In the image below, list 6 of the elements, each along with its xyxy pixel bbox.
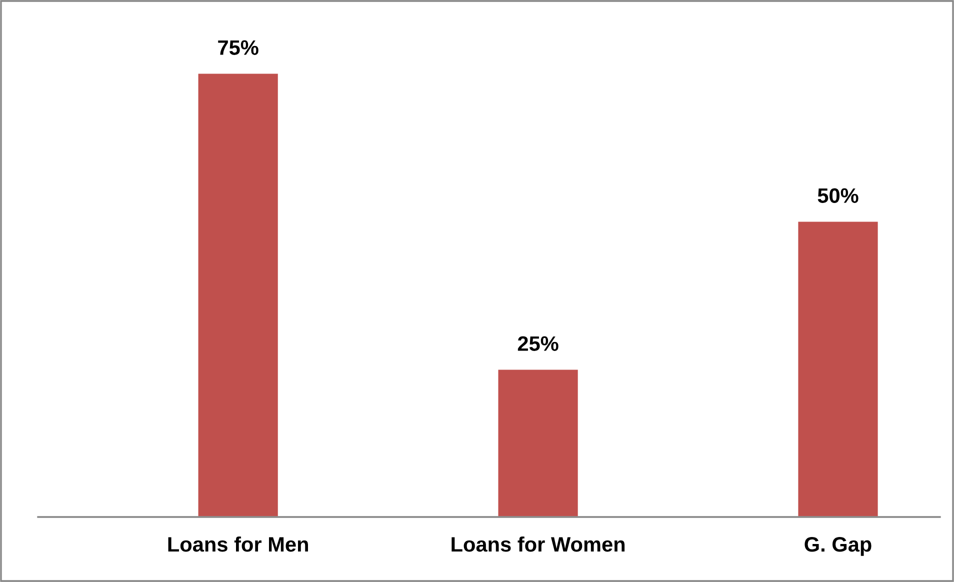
data-label: 25% [518,336,558,351]
data-label: 50% [818,188,858,203]
x-tick-label: Loans for Women [452,536,625,552]
x-tick-label: Loans for Men [168,536,308,552]
x-tick-label: G. Gap [804,536,872,556]
data-label: 75% [218,40,258,55]
